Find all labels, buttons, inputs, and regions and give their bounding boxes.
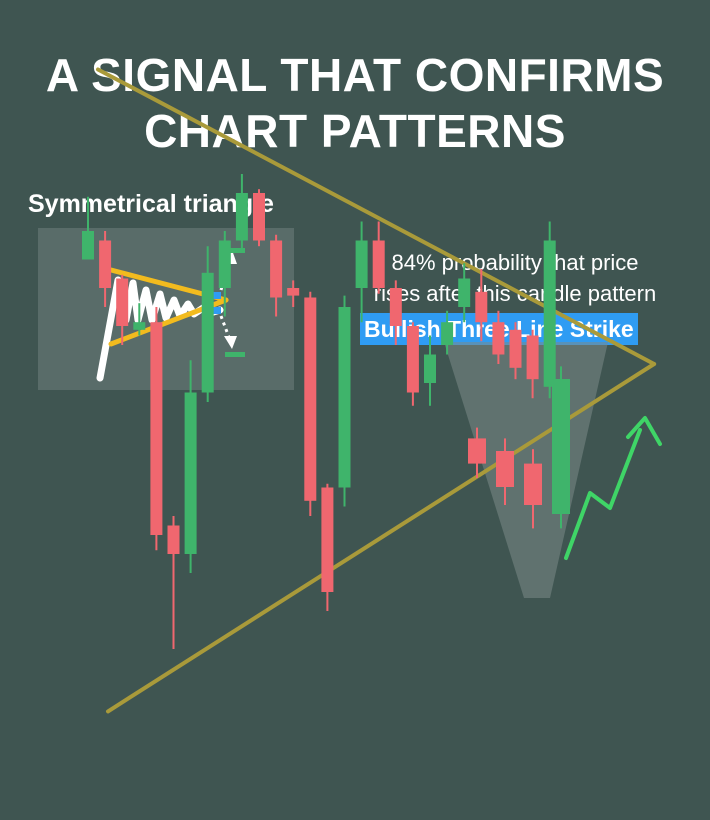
candle-body (218, 240, 231, 288)
candle-body (287, 288, 300, 296)
candle-body (321, 487, 334, 592)
candle-body (184, 392, 197, 554)
candle-body (270, 240, 283, 298)
candle-body (543, 240, 556, 387)
candle-body (441, 322, 454, 345)
zoom-candle-body (496, 451, 514, 487)
target-up-marker (225, 248, 245, 253)
candle-body (424, 354, 436, 383)
zoom-candle-body (552, 379, 570, 514)
probability-text-2: rises after this candle pattern (373, 281, 657, 306)
candle-body (475, 291, 488, 323)
candle-body (458, 278, 471, 307)
candle-body (304, 297, 317, 501)
candle-body (253, 193, 265, 241)
candle-body (492, 322, 505, 355)
upper-trendline (96, 67, 657, 366)
candle-body (526, 335, 539, 380)
candle-body (116, 278, 129, 326)
arrow-down-icon (224, 336, 237, 349)
candle-body (338, 307, 351, 488)
candle-body (150, 322, 163, 535)
candle-body (389, 288, 402, 326)
candle-body (201, 272, 214, 393)
candle-body (235, 193, 248, 241)
bullish-arrow-path (564, 428, 642, 560)
candle-body (82, 231, 94, 260)
candle-body (509, 329, 522, 368)
zoom-candle-body (468, 438, 486, 464)
zoom-candle-body (524, 463, 542, 505)
title-line-1: A SIGNAL THAT CONFIRMS (45, 49, 665, 101)
candle-body (167, 525, 180, 554)
candle-body (133, 322, 146, 330)
candle-body (355, 240, 368, 288)
candle-body (372, 240, 385, 288)
probability-text: 84% probability that price (391, 250, 639, 275)
candle-body (406, 326, 419, 393)
candle-body (99, 240, 112, 288)
target-down-marker (225, 352, 245, 357)
arrow-head-icon (626, 416, 662, 446)
inset-label: Symmetrical triangle (28, 190, 274, 218)
